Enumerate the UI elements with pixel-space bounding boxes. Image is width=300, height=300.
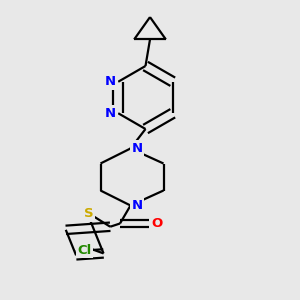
Text: N: N <box>105 107 116 120</box>
Text: Cl: Cl <box>77 244 92 256</box>
Text: N: N <box>131 142 143 155</box>
Text: S: S <box>84 207 93 220</box>
Text: O: O <box>151 217 162 230</box>
Text: N: N <box>131 199 143 212</box>
Text: N: N <box>105 75 116 88</box>
